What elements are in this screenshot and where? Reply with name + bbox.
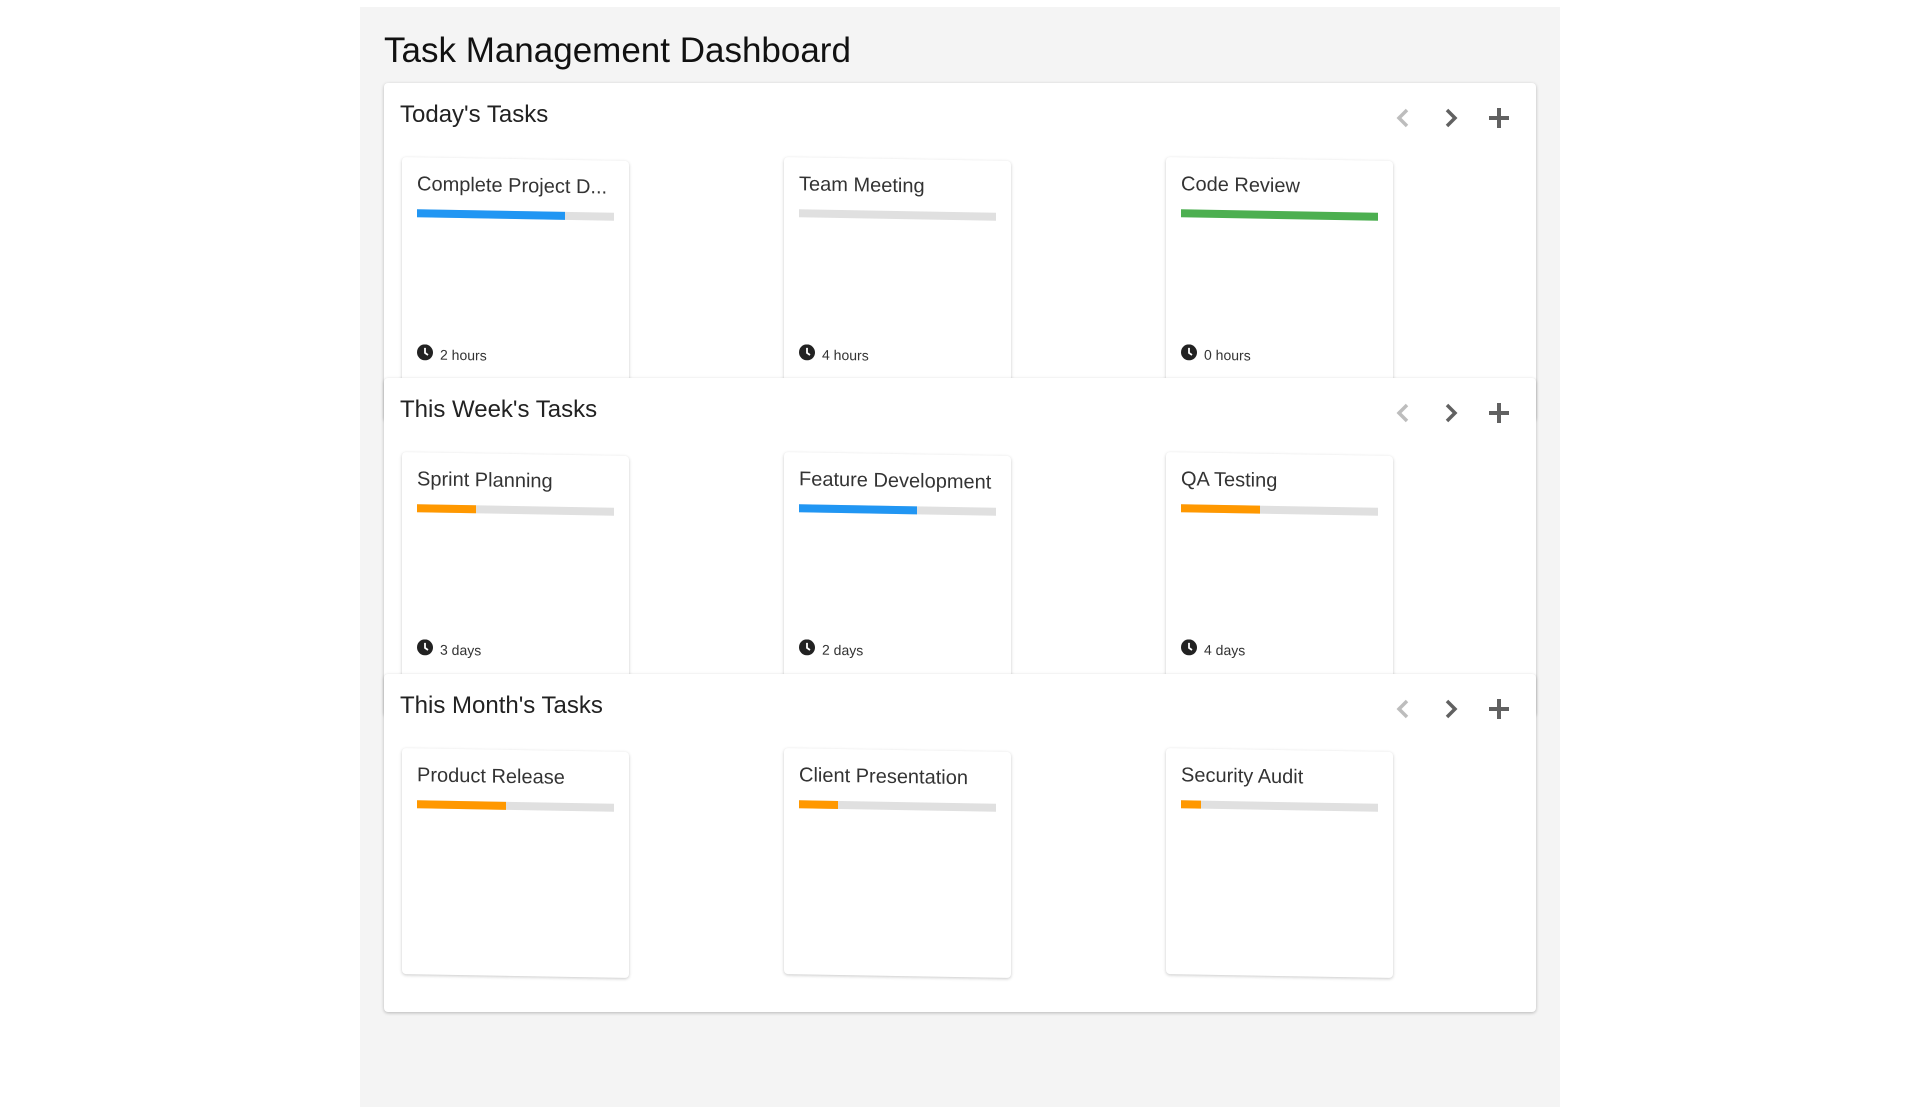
progress-bar bbox=[417, 209, 614, 221]
task-card[interactable]: Security Audit bbox=[1166, 748, 1393, 978]
section-title: Today's Tasks bbox=[400, 101, 549, 128]
clock-icon bbox=[799, 344, 815, 363]
task-card[interactable]: Client Presentation bbox=[784, 748, 1011, 978]
clock-icon bbox=[1181, 344, 1197, 363]
plus-icon bbox=[1488, 402, 1510, 429]
task-title: Client Presentation bbox=[799, 764, 968, 790]
clock-icon bbox=[799, 639, 815, 658]
progress-fill bbox=[417, 800, 506, 810]
duration-text: 2 hours bbox=[440, 346, 487, 363]
progress-bar bbox=[1181, 504, 1378, 516]
task-duration: 0 hours bbox=[1181, 344, 1251, 364]
chevron-right-icon bbox=[1441, 107, 1461, 134]
chevron-left-icon bbox=[1393, 107, 1413, 134]
prev-button[interactable] bbox=[1386, 103, 1420, 137]
chevron-left-icon bbox=[1393, 402, 1413, 429]
clock-icon bbox=[417, 344, 433, 363]
task-duration: 3 days bbox=[417, 639, 481, 659]
task-title: QA Testing bbox=[1181, 468, 1278, 492]
plus-icon bbox=[1488, 107, 1510, 134]
add-task-button[interactable] bbox=[1482, 103, 1516, 137]
clock-icon bbox=[1181, 639, 1197, 658]
clock-icon bbox=[417, 639, 433, 658]
duration-text: 2 days bbox=[822, 641, 864, 658]
progress-bar bbox=[799, 800, 996, 812]
chevron-right-icon bbox=[1441, 698, 1461, 725]
progress-bar bbox=[1181, 800, 1378, 812]
section-title: This Month's Tasks bbox=[400, 692, 603, 719]
task-title: Feature Development bbox=[799, 468, 992, 494]
task-title: Team Meeting bbox=[799, 173, 925, 198]
task-title: Product Release bbox=[417, 764, 565, 789]
page-title: Task Management Dashboard bbox=[384, 31, 851, 70]
progress-fill bbox=[417, 209, 565, 220]
plus-icon bbox=[1488, 698, 1510, 725]
next-button[interactable] bbox=[1434, 103, 1468, 137]
duration-text: 3 days bbox=[440, 641, 482, 658]
task-card[interactable]: Team Meeting 4 hours bbox=[784, 157, 1011, 387]
task-card[interactable]: Code Review 0 hours bbox=[1166, 157, 1393, 387]
task-section: This Week's Tasks Sprint Planning 3 days… bbox=[384, 378, 1536, 716]
dashboard-container: Task Management Dashboard Today's Tasks … bbox=[360, 7, 1560, 1107]
chevron-left-icon bbox=[1393, 698, 1413, 725]
section-nav bbox=[1386, 694, 1516, 728]
task-card[interactable]: Product Release bbox=[402, 748, 629, 978]
prev-button[interactable] bbox=[1386, 398, 1420, 432]
prev-button[interactable] bbox=[1386, 694, 1420, 728]
add-task-button[interactable] bbox=[1482, 694, 1516, 728]
progress-bar bbox=[799, 504, 996, 516]
task-section: This Month's Tasks Product Release Clien… bbox=[384, 674, 1536, 1012]
progress-fill bbox=[1181, 209, 1378, 221]
task-title: Code Review bbox=[1181, 173, 1300, 198]
progress-fill bbox=[1181, 800, 1201, 809]
progress-fill bbox=[417, 504, 477, 514]
task-duration: 4 hours bbox=[799, 344, 869, 364]
duration-text: 4 days bbox=[1204, 641, 1246, 658]
task-duration: 2 days bbox=[799, 639, 863, 659]
progress-fill bbox=[799, 800, 839, 809]
next-button[interactable] bbox=[1434, 694, 1468, 728]
progress-bar bbox=[417, 504, 614, 516]
progress-bar bbox=[417, 800, 614, 812]
add-task-button[interactable] bbox=[1482, 398, 1516, 432]
task-card[interactable]: QA Testing 4 days bbox=[1166, 452, 1393, 682]
task-title: Security Audit bbox=[1181, 764, 1304, 789]
task-duration: 2 hours bbox=[417, 344, 487, 364]
section-nav bbox=[1386, 398, 1516, 432]
progress-fill bbox=[799, 504, 918, 515]
task-section: Today's Tasks Complete Project D... 2 ho… bbox=[384, 83, 1536, 421]
task-card[interactable]: Feature Development 2 days bbox=[784, 452, 1011, 682]
progress-bar bbox=[1181, 209, 1378, 221]
progress-bar bbox=[799, 209, 996, 221]
duration-text: 4 hours bbox=[822, 346, 869, 363]
chevron-right-icon bbox=[1441, 402, 1461, 429]
duration-text: 0 hours bbox=[1204, 346, 1251, 363]
next-button[interactable] bbox=[1434, 398, 1468, 432]
task-card[interactable]: Complete Project D... 2 hours bbox=[402, 157, 629, 387]
section-title: This Week's Tasks bbox=[400, 396, 598, 423]
task-card[interactable]: Sprint Planning 3 days bbox=[402, 452, 629, 682]
task-title: Complete Project D... bbox=[417, 173, 608, 199]
task-duration: 4 days bbox=[1181, 639, 1245, 659]
section-nav bbox=[1386, 103, 1516, 137]
progress-fill bbox=[1181, 504, 1260, 514]
task-title: Sprint Planning bbox=[417, 468, 553, 493]
